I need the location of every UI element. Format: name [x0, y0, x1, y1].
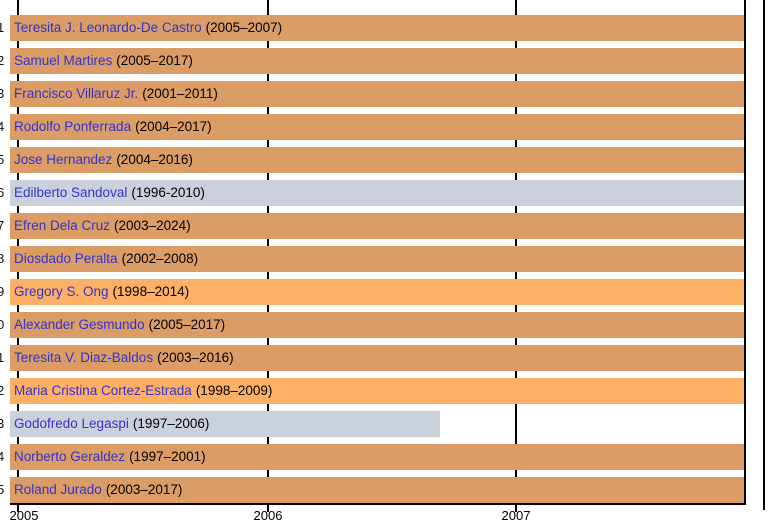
row-number: 3	[0, 416, 5, 431]
person-name-link[interactable]: Edilberto Sandoval	[14, 185, 128, 200]
timeline-row: 6 Edilberto Sandoval (1996-2010)	[0, 180, 775, 206]
person-name-link[interactable]: Jose Hernandez	[14, 152, 113, 167]
timeline-bar: Edilberto Sandoval (1996-2010)	[10, 180, 746, 206]
person-name-link[interactable]: Godofredo Legaspi	[14, 416, 129, 431]
timeline-row: 5 Jose Hernandez (2004–2016)	[0, 147, 775, 173]
term-years: (2003–2024)	[114, 218, 191, 233]
term-years: (2004–2017)	[135, 119, 212, 134]
timeline-row: 2 Maria Cristina Cortez-Estrada (1998–200…	[0, 378, 775, 404]
timeline-bar: Teresita V. Diaz-Baldos (2003–2016)	[10, 345, 746, 371]
timeline-bar: Jose Hernandez (2004–2016)	[10, 147, 746, 173]
row-number: 5	[0, 482, 5, 497]
timeline-row: 0 Alexander Gesmundo (2005–2017)	[0, 312, 775, 338]
timeline-row: 3 Godofredo Legaspi (1997–2006)	[0, 411, 775, 437]
timeline-row: 4 Rodolfo Ponferrada (2004–2017)	[0, 114, 775, 140]
row-number: 1	[0, 20, 5, 35]
timeline-bar: Maria Cristina Cortez-Estrada (1998–2009)	[10, 378, 746, 404]
row-number: 6	[0, 185, 5, 200]
axis-tick-2006	[267, 505, 269, 512]
row-number: 0	[0, 317, 5, 332]
row-number: 8	[0, 251, 5, 266]
row-number: 4	[0, 119, 5, 134]
plot-bottom-border	[10, 503, 746, 505]
timeline-bar: Francisco Villaruz Jr. (2001–2011)	[10, 81, 746, 107]
axis-tick-2005	[17, 505, 19, 512]
axis-label-2005: 2005	[9, 508, 39, 523]
timeline-row: 4 Norberto Geraldez (1997–2001)	[0, 444, 775, 470]
row-number: 5	[0, 152, 5, 167]
term-years: (1997–2006)	[132, 416, 210, 431]
timeline-bar: Alexander Gesmundo (2005–2017)	[10, 312, 746, 338]
timeline-bar: Rodolfo Ponferrada (2004–2017)	[10, 114, 746, 140]
person-name-link[interactable]: Samuel Martires	[14, 53, 113, 68]
plot-right-border	[744, 0, 746, 505]
term-years: (2003–2016)	[157, 350, 234, 365]
row-number: 2	[0, 53, 5, 68]
term-years: (2005–2007)	[205, 20, 283, 35]
timeline-bar: Efren Dela Cruz (2003–2024)	[10, 213, 746, 239]
person-name-link[interactable]: Alexander Gesmundo	[14, 317, 145, 332]
term-years: (2002–2008)	[121, 251, 199, 266]
timeline-bar: Norberto Geraldez (1997–2001)	[10, 444, 746, 470]
timeline-bar: Gregory S. Ong (1998–2014)	[10, 279, 746, 305]
term-years: (1998–2009)	[195, 383, 273, 398]
person-name-link[interactable]: Gregory S. Ong	[14, 284, 109, 299]
axis-label-2007: 2007	[501, 508, 531, 523]
gridline-2008	[763, 0, 765, 510]
term-years: (1997–2001)	[129, 449, 206, 464]
term-years: (1996-2010)	[131, 185, 205, 200]
person-name-link[interactable]: Teresita J. Leonardo-De Castro	[14, 20, 202, 35]
timeline-bar: Godofredo Legaspi (1997–2006)	[10, 411, 440, 437]
row-number: 3	[0, 86, 5, 101]
row-number: 2	[0, 383, 5, 398]
timeline-row: 7 Efren Dela Cruz (2003–2024)	[0, 213, 775, 239]
term-years: (2005–2017)	[148, 317, 226, 332]
person-name-link[interactable]: Norberto Geraldez	[14, 449, 126, 464]
person-name-link[interactable]: Maria Cristina Cortez-Estrada	[14, 383, 192, 398]
person-name-link[interactable]: Efren Dela Cruz	[14, 218, 111, 233]
person-name-link[interactable]: Rodolfo Ponferrada	[14, 119, 132, 134]
person-name-link[interactable]: Roland Jurado	[14, 482, 102, 497]
term-years: (2003–2017)	[105, 482, 183, 497]
timeline-row: 9 Gregory S. Ong (1998–2014)	[0, 279, 775, 305]
term-years: (2005–2017)	[116, 53, 193, 68]
timeline-row: 1 Teresita J. Leonardo-De Castro (2005–20…	[0, 15, 775, 41]
row-number: 9	[0, 284, 5, 299]
timeline-row: 5 Roland Jurado (2003–2017)	[0, 477, 775, 503]
row-number: 7	[0, 218, 5, 233]
person-name-link[interactable]: Teresita V. Diaz-Baldos	[14, 350, 154, 365]
row-number: 1	[0, 350, 5, 365]
axis-tick-2007	[515, 505, 517, 512]
term-years: (1998–2014)	[112, 284, 190, 299]
axis-label-2006: 2006	[253, 508, 283, 523]
timeline-bar: Diosdado Peralta (2002–2008)	[10, 246, 746, 272]
timeline-row: 2 Samuel Martires (2005–2017)	[0, 48, 775, 74]
person-name-link[interactable]: Francisco Villaruz Jr.	[14, 86, 139, 101]
term-years: (2004–2016)	[116, 152, 193, 167]
person-name-link[interactable]: Diosdado Peralta	[14, 251, 118, 266]
timeline-bar: Teresita J. Leonardo-De Castro (2005–2007…	[10, 15, 746, 41]
row-number: 4	[0, 449, 5, 464]
timeline-bar: Roland Jurado (2003–2017)	[10, 477, 746, 503]
term-years: (2001–2011)	[142, 86, 218, 101]
timeline-row: 8 Diosdado Peralta (2002–2008)	[0, 246, 775, 272]
timeline-row: 1 Teresita V. Diaz-Baldos (2003–2016)	[0, 345, 775, 371]
timeline-row: 3 Francisco Villaruz Jr. (2001–2011)	[0, 81, 775, 107]
timeline-bar: Samuel Martires (2005–2017)	[10, 48, 746, 74]
